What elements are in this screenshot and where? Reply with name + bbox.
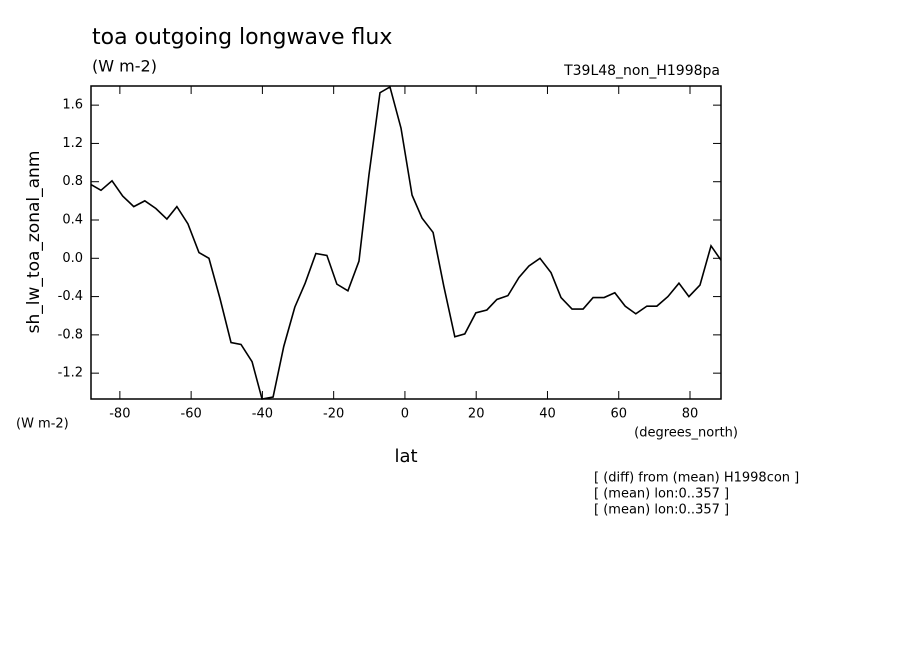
chart-title: toa outgoing longwave flux (92, 25, 392, 50)
x-tick-label: 80 (682, 407, 699, 422)
x-axis-label: lat (394, 446, 417, 467)
run-label: T39L48_non_H1998pa (563, 63, 720, 79)
x-tick-label: -40 (252, 407, 273, 422)
data-line (90, 85, 722, 400)
x-tick-label: -60 (181, 407, 202, 422)
chart-subtitle: (W m-2) (92, 57, 157, 76)
y-tick-label: -0.8 (58, 327, 83, 342)
y-tick-label: -0.4 (58, 289, 83, 304)
y-tick-label: -1.2 (58, 366, 83, 381)
y-tick-label: 0.0 (62, 251, 83, 266)
y-units: (W m-2) (16, 417, 69, 432)
note: [ (mean) lon:0..357 ] (594, 503, 729, 518)
x-tick-label: -20 (323, 407, 344, 422)
x-tick-label: -80 (109, 407, 130, 422)
y-tick-label: 0.8 (62, 174, 83, 189)
x-units: (degrees_north) (634, 426, 738, 441)
y-tick-label: 0.4 (62, 213, 83, 228)
note: [ (mean) lon:0..357 ] (594, 487, 729, 502)
x-tick-label: 20 (468, 407, 485, 422)
x-tick-label: 40 (539, 407, 556, 422)
y-axis-label: sh_lw_toa_zonal_anm (24, 151, 44, 334)
x-tick-label: 0 (401, 407, 409, 422)
plot-frame (90, 85, 722, 400)
note: [ (diff) from (mean) H1998con ] (594, 471, 799, 486)
x-tick-label: 60 (610, 407, 627, 422)
y-tick-label: 1.6 (62, 98, 83, 113)
y-tick-label: 1.2 (62, 136, 83, 151)
